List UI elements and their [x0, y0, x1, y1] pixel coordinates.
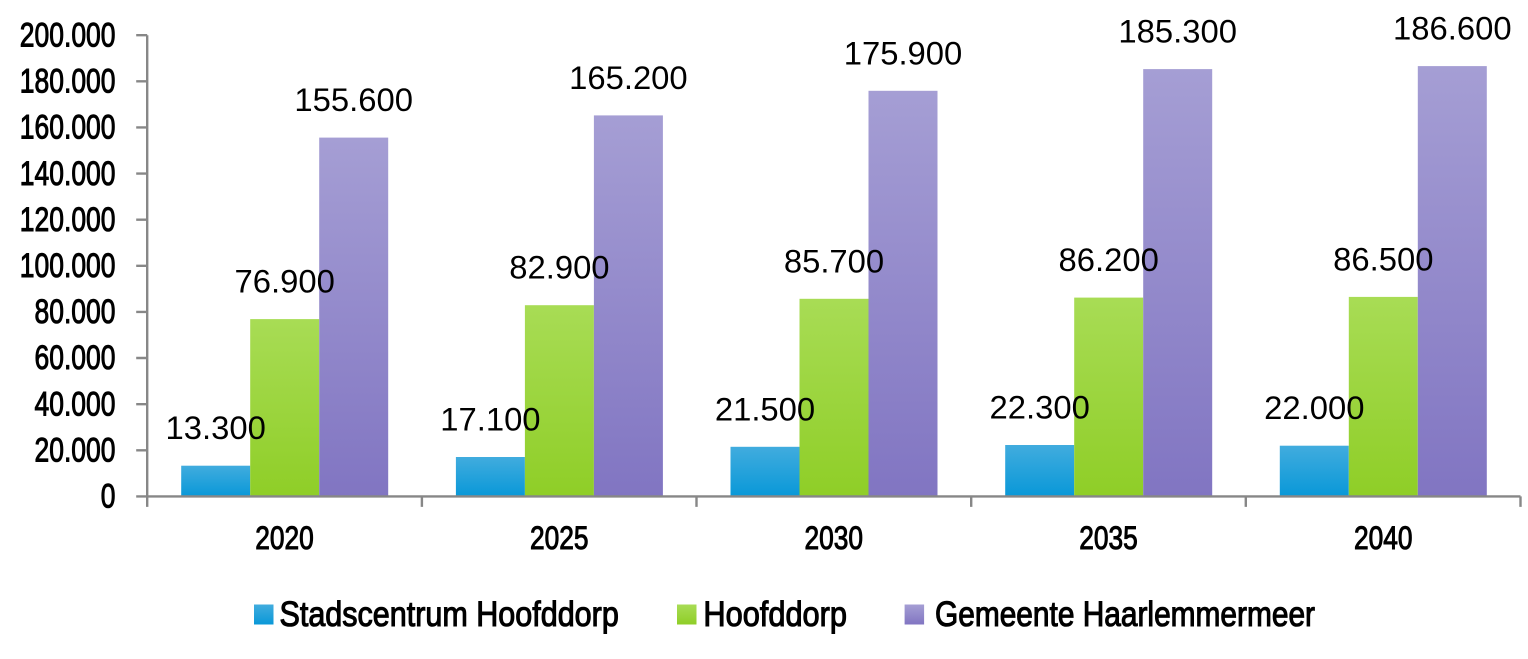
- svg-text:85.700: 85.700: [784, 242, 884, 279]
- svg-text:20.000: 20.000: [35, 432, 116, 470]
- svg-text:13.300: 13.300: [166, 409, 266, 446]
- svg-text:17.100: 17.100: [440, 401, 540, 438]
- svg-text:2025: 2025: [530, 520, 589, 556]
- svg-text:Stadscentrum Hoofddorp: Stadscentrum Hoofddorp: [280, 594, 619, 634]
- svg-text:Gemeente Haarlemmermeer: Gemeente Haarlemmermeer: [935, 594, 1315, 634]
- svg-text:185.300: 185.300: [1118, 13, 1237, 50]
- svg-text:186.600: 186.600: [1393, 10, 1512, 47]
- svg-text:120.000: 120.000: [20, 201, 116, 239]
- svg-text:160.000: 160.000: [20, 109, 116, 147]
- svg-text:22.300: 22.300: [990, 389, 1090, 426]
- svg-text:2020: 2020: [255, 520, 314, 556]
- svg-text:140.000: 140.000: [20, 155, 116, 193]
- svg-text:175.900: 175.900: [844, 34, 963, 71]
- svg-text:40.000: 40.000: [35, 385, 116, 423]
- svg-text:86.500: 86.500: [1333, 240, 1433, 277]
- svg-text:180.000: 180.000: [20, 63, 116, 101]
- svg-text:200.000: 200.000: [20, 16, 116, 54]
- svg-text:0: 0: [101, 478, 116, 516]
- svg-text:60.000: 60.000: [35, 339, 116, 377]
- svg-text:Hoofddorp: Hoofddorp: [703, 594, 847, 634]
- svg-text:2035: 2035: [1079, 520, 1138, 556]
- svg-text:86.200: 86.200: [1059, 241, 1159, 278]
- svg-text:80.000: 80.000: [35, 293, 116, 331]
- svg-text:76.900: 76.900: [235, 263, 335, 300]
- svg-text:2030: 2030: [805, 520, 864, 556]
- svg-text:165.200: 165.200: [569, 59, 688, 96]
- svg-text:2040: 2040: [1354, 520, 1413, 556]
- svg-text:82.900: 82.900: [509, 249, 609, 286]
- svg-text:155.600: 155.600: [294, 81, 413, 118]
- svg-text:21.500: 21.500: [715, 390, 815, 427]
- svg-text:100.000: 100.000: [20, 247, 116, 285]
- svg-text:22.000: 22.000: [1264, 389, 1364, 426]
